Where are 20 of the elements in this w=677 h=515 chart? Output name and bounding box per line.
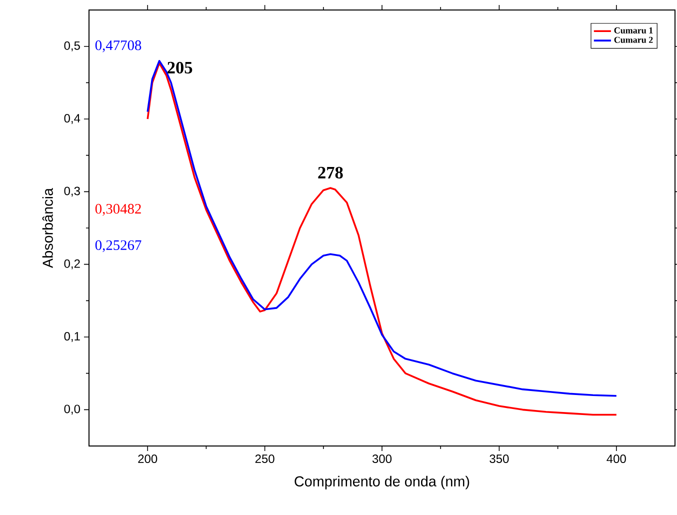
legend-label: Cumaru 2: [614, 36, 653, 43]
y-axis-title: Absorbância: [42, 188, 53, 268]
x-tick-label: 350: [490, 454, 509, 464]
legend-label: Cumaru 1: [614, 27, 653, 34]
y-tick-label: 0,2: [64, 259, 80, 270]
y-tick-label: 0,4: [64, 114, 80, 124]
x-tick-label: 250: [255, 454, 274, 464]
x-tick-label: 200: [138, 454, 158, 464]
annotation: 0,30482: [95, 204, 141, 216]
annotation: 205: [168, 62, 192, 74]
x-axis-title: Comprimento de onda (nm): [294, 476, 470, 490]
x-tick-label: 400: [606, 454, 626, 464]
y-tick-label: 0,5: [64, 41, 80, 52]
annotation: 278: [318, 166, 343, 179]
y-tick-label: 0,3: [64, 186, 80, 197]
annotation: 0,47708: [95, 40, 142, 52]
x-tick-label: 300: [372, 454, 392, 464]
y-tick-label: 0,1: [64, 332, 80, 342]
annotation: 0,25267: [95, 240, 142, 252]
y-tick-label: 0,0: [64, 404, 80, 415]
